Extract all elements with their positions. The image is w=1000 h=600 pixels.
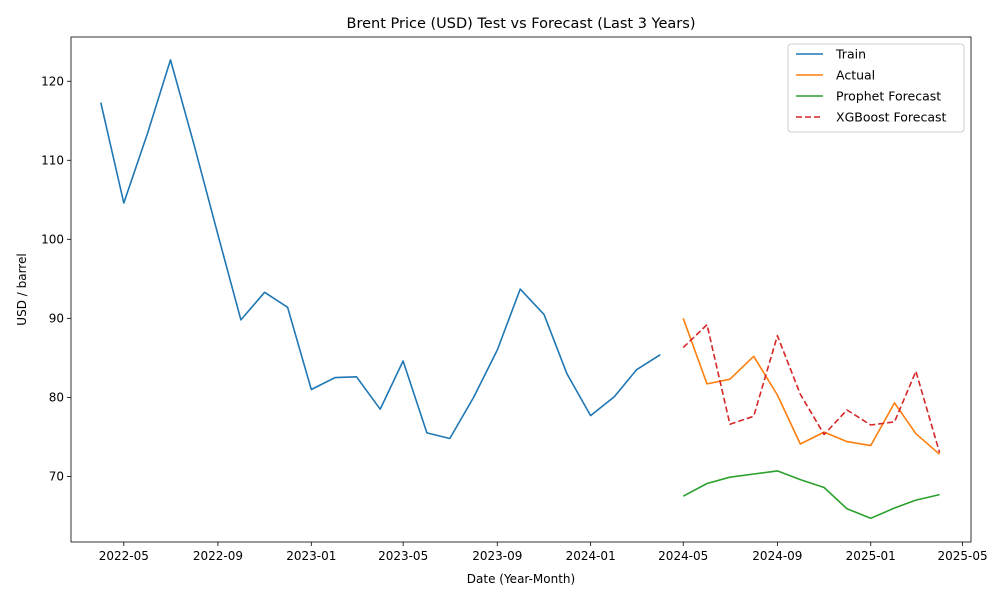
- x-tick-label: 2025-05: [938, 549, 988, 563]
- x-tick-label: 2022-05: [99, 549, 149, 563]
- legend-label-prophet-forecast: Prophet Forecast: [836, 89, 941, 104]
- x-tick-label: 2023-05: [378, 549, 428, 563]
- x-tick-label: 2023-01: [286, 549, 336, 563]
- y-tick-label: 80: [49, 390, 64, 404]
- series-line-prophet-forecast: [682, 470, 940, 520]
- x-axis: 2022-05 2022-09 2023-01 2023-05 2023-09 2024-…: [99, 542, 988, 563]
- plot-area: 2022-05 2022-09 2023-01 2023-05 2023-09 2024-…: [41, 36, 988, 563]
- series-line-train: [100, 59, 661, 440]
- y-tick-label: 100: [41, 232, 64, 246]
- y-tick-label: 120: [41, 74, 64, 88]
- series-line-actual: [682, 318, 941, 455]
- x-tick-label: 2023-09: [472, 549, 522, 563]
- x-tick-label: 2022-09: [193, 549, 243, 563]
- x-tick-label: 2024-09: [752, 549, 802, 563]
- y-tick-label: 90: [49, 311, 64, 325]
- x-tick-label: 2024-05: [658, 549, 708, 563]
- x-tick-label: 2025-01: [846, 549, 896, 563]
- plot-frame: [70, 36, 972, 543]
- x-axis-title: Date (Year-Month): [467, 572, 575, 586]
- series-layer: [100, 59, 941, 520]
- legend-label-xgboost-forecast: XGBoost Forecast: [836, 110, 946, 125]
- legend-label-train: Train: [835, 47, 866, 62]
- y-axis-title: USD / barrel: [15, 253, 29, 325]
- y-tick-label: 110: [41, 153, 64, 167]
- y-tick-label: 70: [49, 469, 64, 483]
- legend: Train Actual Prophet Forecast XGBoost Forec…: [787, 43, 965, 133]
- legend-box: [787, 43, 965, 133]
- y-axis: 70 80 90 100 110 120: [41, 74, 71, 483]
- legend-label-actual: Actual: [836, 68, 875, 83]
- x-tick-label: 2024-01: [566, 549, 616, 563]
- chart-title: Brent Price (USD) Test vs Forecast (Last…: [347, 16, 696, 32]
- series-line-xgboost-forecast: [682, 323, 941, 453]
